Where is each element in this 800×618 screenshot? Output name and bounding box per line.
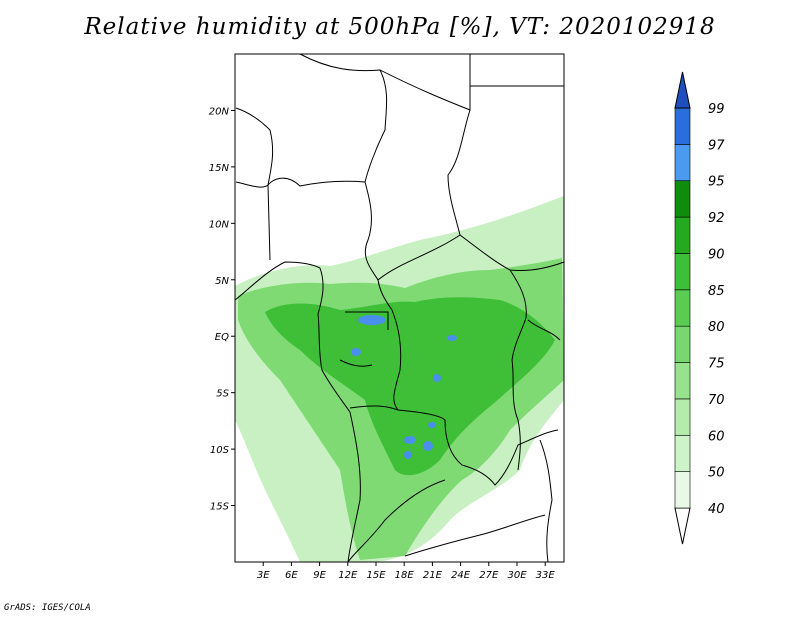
colorbar-segment	[674, 144, 691, 182]
colorbar-label: 95	[708, 175, 725, 190]
colorbar-label: 70	[708, 393, 725, 408]
lat-tick-label: 15N	[209, 163, 230, 174]
lat-tick-label: 15S	[210, 502, 230, 513]
humidity-max-spot	[351, 348, 361, 356]
humidity-max-spot	[404, 451, 412, 459]
colorbar-label: 75	[708, 357, 725, 372]
lon-tick-label: 18E	[395, 570, 415, 581]
colorbar-label: 85	[708, 284, 725, 299]
colorbar-under-triangle	[674, 507, 691, 545]
colorbar-label: 92	[708, 211, 725, 226]
lat-tick-label: 5S	[216, 389, 229, 400]
lon-tick-label: 24E	[451, 570, 471, 581]
longitude-axis: 3E 6E 9E 12E 15E 18E 21E 24E 27E 30E 33E	[257, 562, 556, 581]
colorbar-segment	[674, 107, 691, 145]
lat-tick-label: 10N	[209, 219, 230, 230]
lon-tick-label: 33E	[536, 570, 556, 581]
lat-tick-label: 20N	[209, 106, 230, 117]
colorbar-over-triangle	[674, 71, 691, 109]
country-borders	[234, 53, 565, 563]
map-frame	[234, 53, 565, 563]
humidity-max-spot	[423, 441, 433, 451]
lon-tick-label: 15E	[366, 570, 386, 581]
lon-tick-label: 27E	[479, 570, 499, 581]
colorbar-segment	[674, 398, 691, 436]
colorbar-segment	[674, 216, 691, 254]
map-title: Relative humidity at 500hPa [%], VT: 202…	[84, 14, 716, 40]
colorbar-segment	[674, 253, 691, 291]
grads-credit: GrADS: IGES/COLA	[4, 603, 91, 613]
colorbar-label: 80	[708, 320, 725, 335]
lon-tick-label: 6E	[285, 570, 298, 581]
latitude-axis: 20N 15N 10N 5N EQ 5S 10S 15S	[209, 106, 235, 513]
colorbar-label: 50	[708, 466, 725, 481]
humidity-max-spot	[433, 374, 441, 382]
colorbar-label: 60	[708, 429, 725, 444]
lat-tick-label: EQ	[215, 332, 229, 343]
colorbar-label: 90	[708, 247, 725, 262]
colorbar-segment	[674, 434, 691, 472]
humidity-max-spot	[428, 422, 436, 428]
humidity-max-spot	[404, 436, 416, 444]
colorbar-segment	[674, 325, 691, 363]
lon-tick-label: 21E	[423, 570, 443, 581]
colorbar-segment	[674, 362, 691, 400]
colorbar-label: 97	[708, 138, 725, 153]
humidity-max-spot	[358, 315, 386, 325]
lon-tick-label: 12E	[338, 570, 358, 581]
lon-tick-label: 3E	[257, 570, 270, 581]
colorbar: 40 50 60 70 75 80 85 90 92 95 97 99	[674, 71, 725, 545]
colorbar-segment	[674, 289, 691, 327]
colorbar-segment	[674, 180, 691, 218]
colorbar-segment	[674, 471, 691, 509]
lat-tick-label: 10S	[210, 445, 230, 456]
humidity-zone-max	[351, 315, 457, 459]
lon-tick-label: 9E	[313, 570, 326, 581]
humidity-zone-dark	[265, 297, 555, 476]
colorbar-label: 99	[708, 102, 725, 117]
lon-tick-label: 30E	[507, 570, 527, 581]
colorbar-label: 40	[708, 502, 725, 517]
lat-tick-label: 5N	[215, 276, 229, 287]
humidity-max-spot	[447, 335, 457, 341]
